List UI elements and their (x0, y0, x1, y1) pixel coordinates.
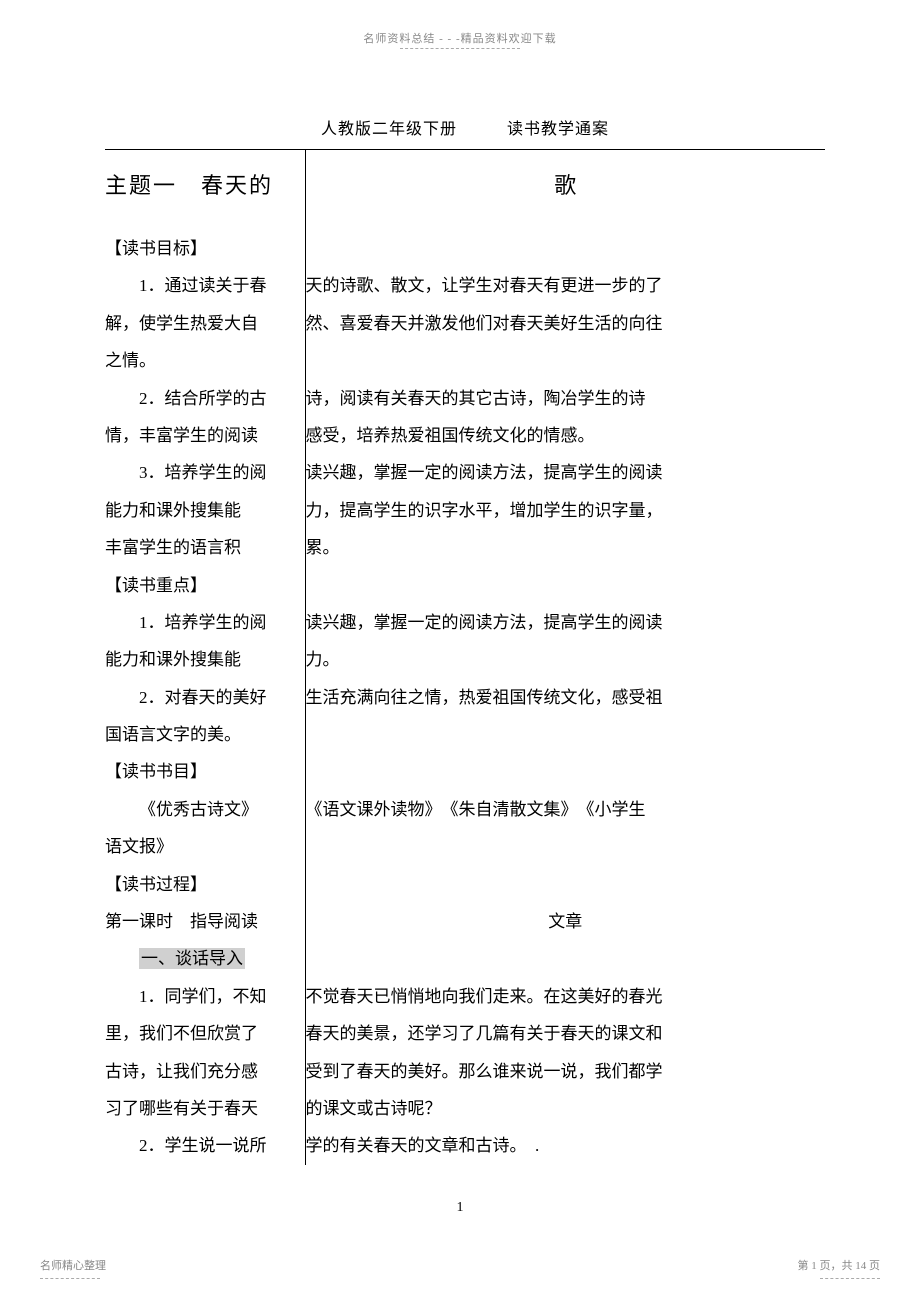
goal-6-left: 3．培养学生的阅 (105, 454, 305, 491)
goal-1-left: 1．通过读关于春 (105, 267, 305, 304)
theme-title-right: 歌 (306, 150, 826, 230)
books-label: 【读书书目】 (105, 753, 305, 790)
lesson-left: 第一课时 指导阅读 (105, 903, 305, 940)
page-container: 人教版二年级下册 读书教学通案 主题一 春天的 歌 【读书目标】 1．通过读关于… (105, 115, 825, 1165)
books-2-left: 语文报》 (105, 828, 305, 865)
doc-title-right: 读书教学通案 (507, 121, 609, 138)
focus-2-right: 力。 (306, 641, 826, 678)
intro-highlight-wrap: 一、谈话导入 (105, 940, 305, 977)
footer-dash-right (820, 1278, 880, 1279)
focus-3-right: 生活充满向往之情，热爱祖国传统文化，感受祖 (306, 679, 826, 716)
focus-1-right: 读兴趣，掌握一定的阅读方法，提高学生的阅读 (306, 604, 826, 641)
footer-right: 第 1 页，共 14 页 (798, 1257, 881, 1273)
books-1-left: 《优秀古诗文》 (105, 791, 305, 828)
p5-left: 2．学生说一说所 (105, 1127, 305, 1164)
goal-4-left: 2．结合所学的古 (105, 380, 305, 417)
focus-2-left: 能力和课外搜集能 (105, 641, 305, 678)
document-title: 人教版二年级下册 读书教学通案 (105, 115, 825, 139)
books-1-right: 《语文课外读物》 《朱自清散文集》 《小学生 (306, 791, 826, 828)
goal-2-right: 然、喜爱春天并激发他们对春天美好生活的向往 (306, 305, 826, 342)
goal-label: 【读书目标】 (105, 230, 305, 267)
goal-5-left: 情，丰富学生的阅读 (105, 417, 305, 454)
footer-dash-left (40, 1278, 100, 1279)
p1-left: 1．同学们，不知 (105, 978, 305, 1015)
content-two-column: 主题一 春天的 歌 【读书目标】 1．通过读关于春 天的诗歌、散文，让学生对春天… (105, 150, 825, 1165)
p3-left: 古诗，让我们充分感 (105, 1053, 305, 1090)
page-number: 1 (0, 1200, 920, 1216)
p2-right: 春天的美景，还学习了几篇有关于春天的课文和 (306, 1015, 826, 1052)
goal-7-right: 力，提高学生的识字水平，增加学生的识字量， (306, 492, 826, 529)
footer-left: 名师精心整理 (40, 1257, 106, 1273)
p2-left: 里，我们不但欣赏了 (105, 1015, 305, 1052)
header-dashed-line (400, 48, 520, 49)
p4-left: 习了哪些有关于春天 (105, 1090, 305, 1127)
p4-right: 的课文或古诗呢？ (306, 1090, 826, 1127)
goal-4-right: 诗，阅读有关春天的其它古诗，陶冶学生的诗 (306, 380, 826, 417)
goal-2-left: 解，使学生热爱大自 (105, 305, 305, 342)
goal-8-right: 累。 (306, 529, 826, 566)
header-watermark: 名师资料总结 - - -精品资料欢迎下载 (0, 30, 920, 46)
goal-5-right: 感受，培养热爱祖国传统文化的情感。 (306, 417, 826, 454)
goal-1-right: 天的诗歌、散文，让学生对春天有更进一步的了 (306, 267, 826, 304)
process-label: 【读书过程】 (105, 866, 305, 903)
focus-1-left: 1．培养学生的阅 (105, 604, 305, 641)
goal-3-left: 之情。 (105, 342, 305, 379)
p5-right: 学的有关春天的文章和古诗。 . (306, 1127, 826, 1164)
goal-7-left: 能力和课外搜集能 (105, 492, 305, 529)
p1-right: 不觉春天已悄悄地向我们走来。在这美好的春光 (306, 978, 826, 1015)
goal-8-left: 丰富学生的语言积 (105, 529, 305, 566)
lesson-right: 文章 (306, 903, 826, 940)
focus-label: 【读书重点】 (105, 567, 305, 604)
doc-title-left: 人教版二年级下册 (321, 121, 457, 138)
goal-6-right: 读兴趣，掌握一定的阅读方法，提高学生的阅读 (306, 454, 826, 491)
p3-right: 受到了春天的美好。那么谁来说一说，我们都学 (306, 1053, 826, 1090)
focus-3-left: 2．对春天的美好 (105, 679, 305, 716)
intro-highlight: 一、谈话导入 (139, 948, 245, 969)
theme-title-left: 主题一 春天的 (105, 150, 305, 230)
focus-4-left: 国语言文字的美。 (105, 716, 305, 753)
